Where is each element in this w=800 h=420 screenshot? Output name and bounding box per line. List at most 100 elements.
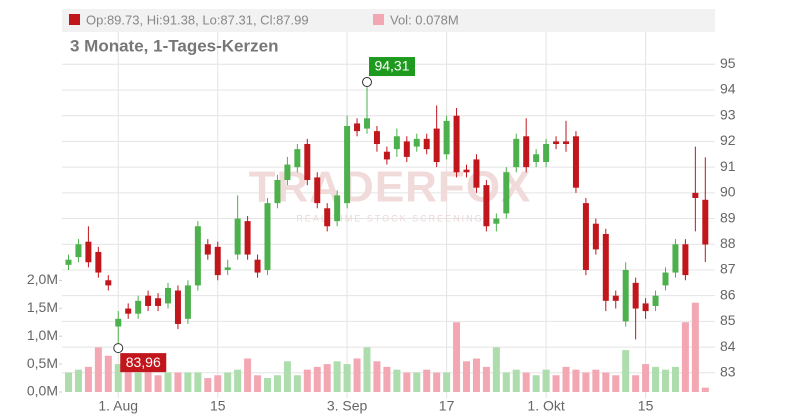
y-tick-label: 83 xyxy=(720,364,736,380)
volume-bar xyxy=(472,358,480,392)
volume-bar xyxy=(582,372,590,392)
candle-body xyxy=(513,138,520,168)
y-tick-label: 88 xyxy=(720,235,736,251)
x-tick-label: 15 xyxy=(638,398,654,414)
candle-body xyxy=(65,259,72,265)
candle-body xyxy=(115,318,122,327)
chart-title: 3 Monate, 1-Tages-Kerzen xyxy=(70,36,278,55)
y-tick-label: 90 xyxy=(720,184,736,200)
candle-body xyxy=(184,285,191,319)
volume-icon xyxy=(373,14,384,25)
candle-body xyxy=(155,298,162,306)
candle-body xyxy=(463,169,470,173)
candle-body xyxy=(533,154,540,162)
candle-body xyxy=(403,141,410,157)
max-label-box xyxy=(369,57,415,77)
candle-body xyxy=(344,126,351,204)
candle-body xyxy=(622,269,629,322)
max-label: 94,31 xyxy=(374,58,409,74)
volume-bar xyxy=(65,372,72,392)
volume-bar xyxy=(552,375,560,392)
candle-body xyxy=(373,131,380,144)
candle-body xyxy=(682,244,689,276)
volume-bar xyxy=(323,364,331,392)
volume-bar xyxy=(254,375,262,392)
candle-body xyxy=(662,272,669,286)
candle-body xyxy=(334,195,341,222)
y2-tick-label: 1,0M xyxy=(27,327,58,343)
volume-bar xyxy=(244,358,252,392)
y-tick-label: 84 xyxy=(720,338,736,354)
ohlc-icon xyxy=(69,14,80,25)
ohlc-label: Op:89.73, Hi:91.38, Lo:87.31, Cl:87.99 xyxy=(86,12,309,27)
y2-tick-label: 1,5M xyxy=(27,299,58,315)
volume-bar xyxy=(652,366,660,392)
volume-bar xyxy=(542,369,550,392)
volume-bar xyxy=(204,378,212,392)
candle-body xyxy=(642,303,649,312)
volume-bar xyxy=(144,369,152,392)
volume-bar xyxy=(691,302,699,392)
min-label-box xyxy=(120,353,167,373)
volume-bar xyxy=(124,369,132,392)
volume-bar xyxy=(383,366,391,392)
volume-bar xyxy=(463,361,470,392)
candle-body xyxy=(692,192,699,198)
candle-body xyxy=(702,199,709,245)
candle-body xyxy=(264,203,271,270)
min-marker xyxy=(113,343,124,354)
candle-body xyxy=(234,218,241,255)
volume-bar xyxy=(701,387,709,392)
volume-bar xyxy=(602,372,610,392)
volume-bar xyxy=(214,375,222,392)
candle-body xyxy=(383,151,390,160)
volume-label: Vol: 0.078M xyxy=(390,12,459,27)
volume-bar xyxy=(632,375,640,392)
y-tick-label: 92 xyxy=(720,132,736,148)
volume-bar xyxy=(373,361,381,392)
volume-bar xyxy=(94,347,102,392)
volume-bar xyxy=(681,322,689,392)
volume-bar xyxy=(492,347,500,392)
volume-bar xyxy=(662,369,669,392)
volume-bar xyxy=(174,372,182,392)
volume-bar xyxy=(622,350,630,392)
candle-body xyxy=(75,244,82,258)
x-tick-label: 3. Sep xyxy=(327,398,368,414)
candle-body xyxy=(433,128,440,162)
candle-body xyxy=(632,282,639,309)
volume-bar xyxy=(502,372,510,392)
candle-body xyxy=(413,138,420,147)
y-tick-label: 91 xyxy=(720,158,736,174)
volume-bar xyxy=(482,366,490,392)
candle-body xyxy=(85,241,92,263)
volume-bar xyxy=(303,369,311,392)
y-tick-label: 93 xyxy=(720,106,736,122)
candle-body xyxy=(254,259,261,273)
grid xyxy=(62,32,715,398)
y-tick-label: 95 xyxy=(720,55,736,71)
volume-bar xyxy=(164,372,172,392)
candle-body xyxy=(194,226,201,286)
volume-bar xyxy=(74,369,82,392)
header-bar xyxy=(62,9,715,32)
candle-body xyxy=(423,138,430,150)
volume-bar xyxy=(433,372,441,392)
volume-bar xyxy=(403,372,411,392)
volume-bar xyxy=(194,372,202,392)
candle-body xyxy=(473,159,480,188)
candle-body xyxy=(314,177,321,204)
candle-body xyxy=(443,120,450,155)
volume-bar xyxy=(413,372,421,392)
candle-body xyxy=(294,149,301,168)
volume-bar xyxy=(453,322,461,392)
candle-body xyxy=(602,233,609,301)
candle-body xyxy=(214,246,221,276)
candle-body xyxy=(284,164,291,180)
candle-body xyxy=(135,300,142,314)
candle-body xyxy=(543,143,550,162)
volume-bar xyxy=(353,358,361,392)
volume-bar xyxy=(363,347,371,392)
volume-bar xyxy=(443,372,451,392)
marks: 94,31 83,96 xyxy=(65,57,709,392)
